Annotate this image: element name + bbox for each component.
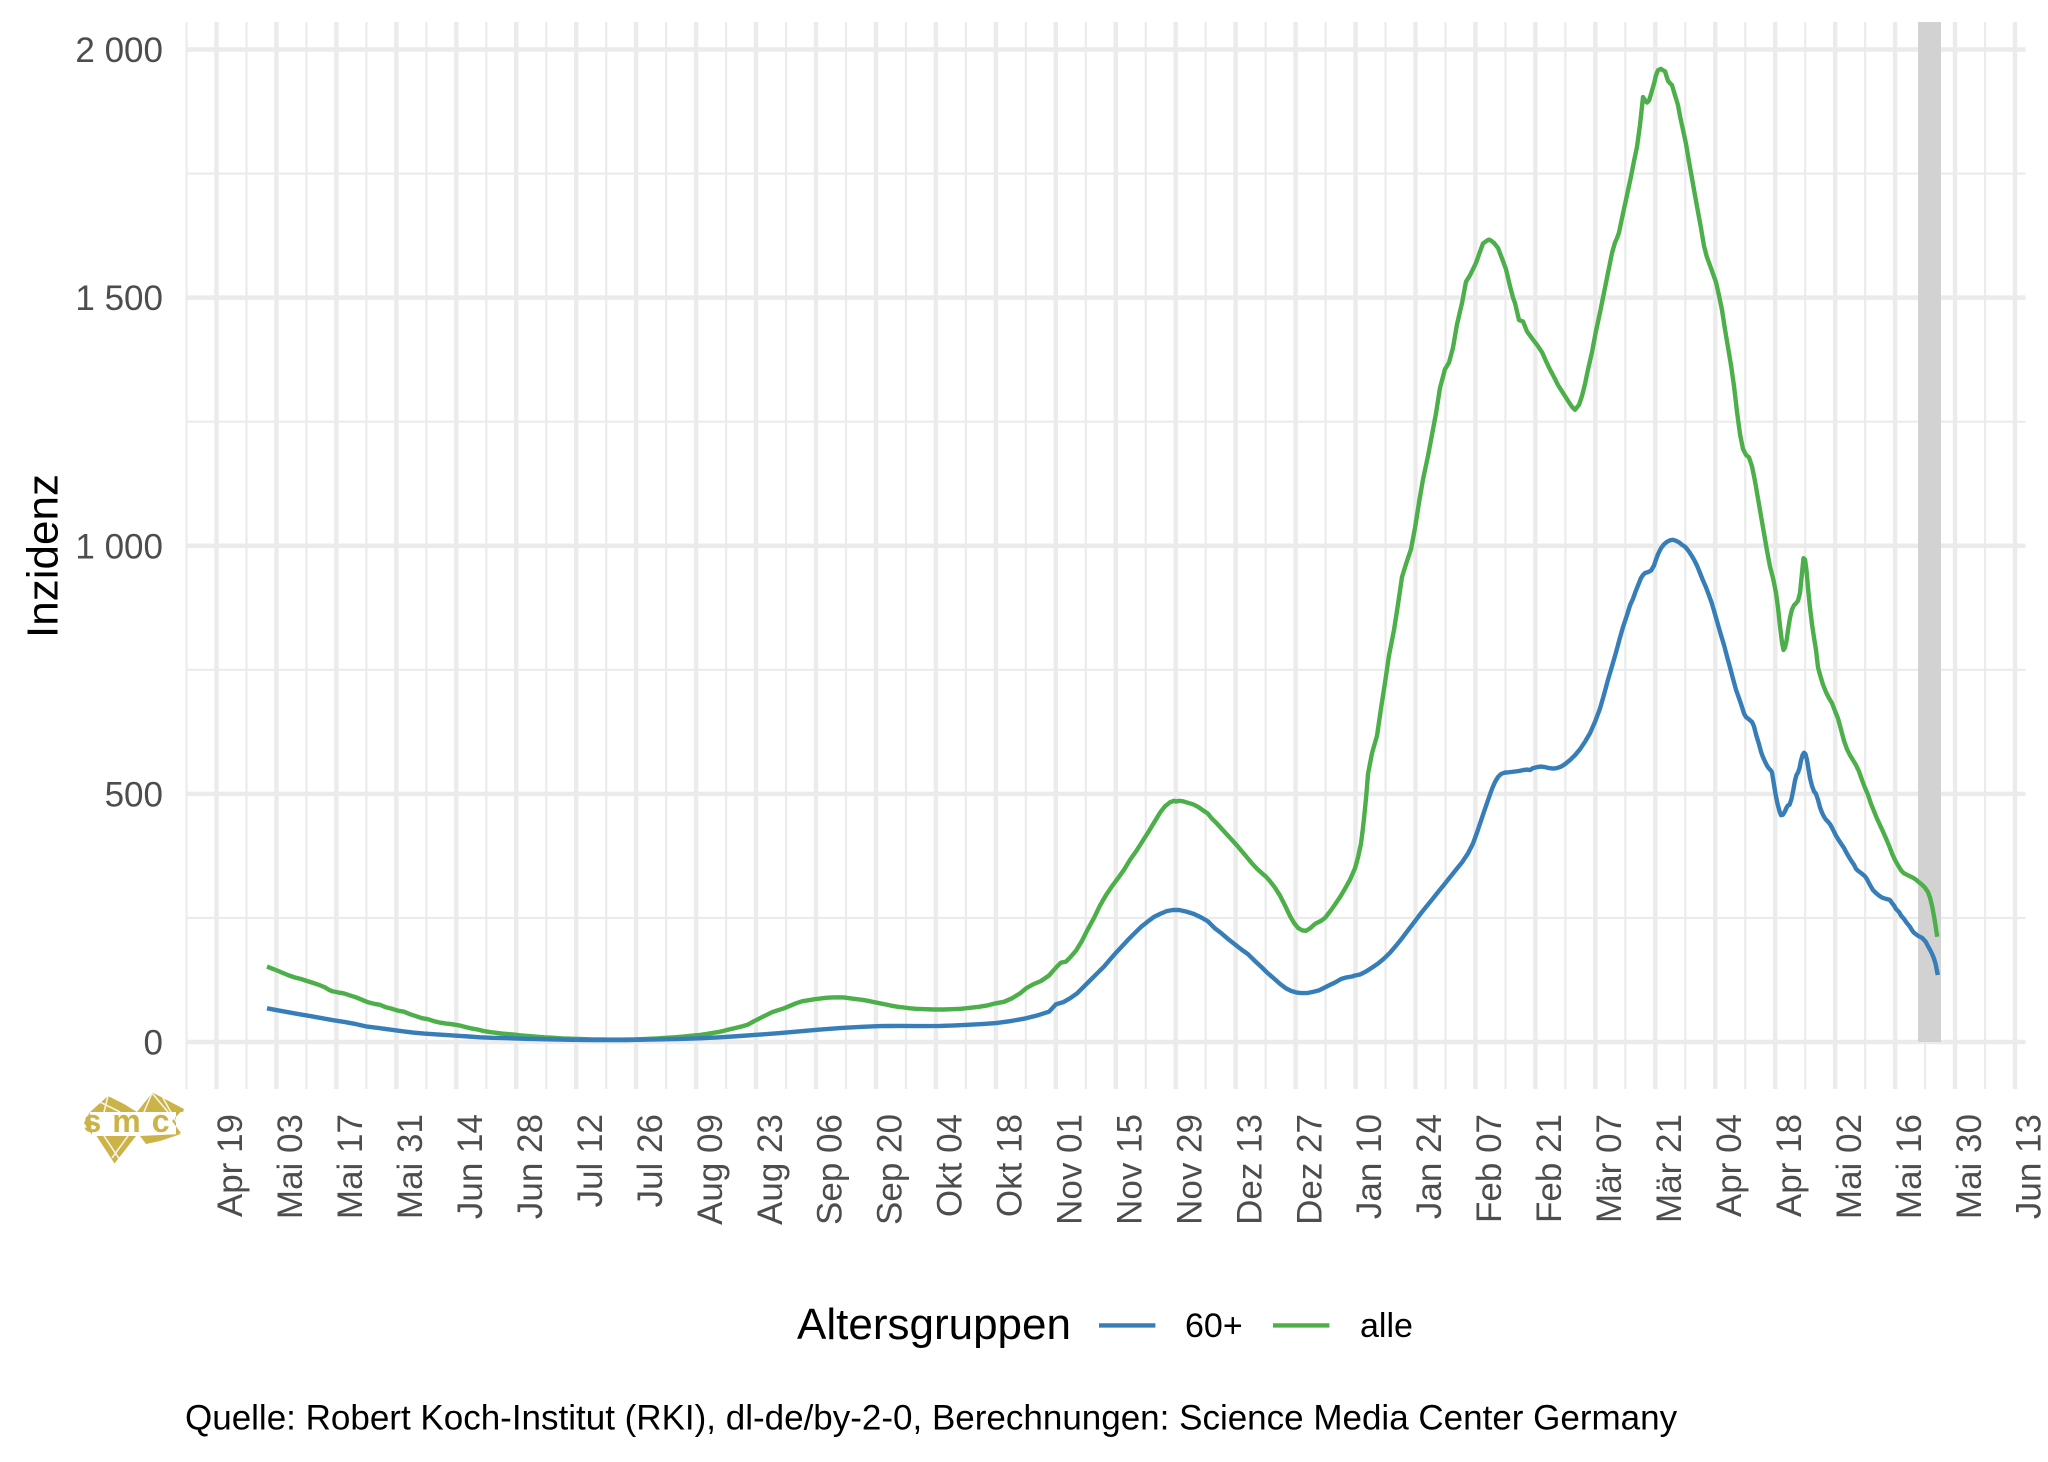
svg-text:Sep 20: Sep 20 — [871, 1114, 910, 1225]
svg-text:Jan 24: Jan 24 — [1410, 1114, 1449, 1219]
svg-text:Apr 04: Apr 04 — [1710, 1114, 1749, 1217]
svg-text:Mai 17: Mai 17 — [331, 1114, 370, 1219]
svg-text:2 000: 2 000 — [75, 31, 163, 70]
svg-text:Apr 19: Apr 19 — [211, 1114, 250, 1217]
svg-text:Mai 03: Mai 03 — [271, 1114, 310, 1219]
svg-text:Sep 06: Sep 06 — [811, 1114, 850, 1225]
svg-text:Mai 31: Mai 31 — [391, 1114, 430, 1219]
svg-text:Quelle: Robert Koch-Institut (: Quelle: Robert Koch-Institut (RKI), dl-d… — [185, 1399, 1678, 1438]
svg-text:60+: 60+ — [1185, 1307, 1243, 1345]
svg-text:Okt 18: Okt 18 — [991, 1114, 1030, 1217]
svg-text:Nov 01: Nov 01 — [1051, 1114, 1090, 1225]
svg-text:Jan 10: Jan 10 — [1350, 1114, 1389, 1219]
svg-text:Feb 21: Feb 21 — [1530, 1114, 1569, 1223]
svg-text:Altersgruppen: Altersgruppen — [797, 1300, 1071, 1349]
svg-text:Mai 16: Mai 16 — [1890, 1114, 1929, 1219]
svg-text:Jul 12: Jul 12 — [571, 1114, 610, 1207]
svg-text:Nov 15: Nov 15 — [1111, 1114, 1150, 1225]
svg-text:smc: smc — [83, 1103, 180, 1139]
svg-text:Jun 13: Jun 13 — [2010, 1114, 2048, 1219]
svg-text:Jul 26: Jul 26 — [631, 1114, 670, 1207]
svg-text:Inzidenz: Inzidenz — [19, 474, 68, 638]
svg-text:1 500: 1 500 — [75, 279, 163, 318]
svg-text:Dez 27: Dez 27 — [1290, 1114, 1329, 1225]
svg-text:Mai 30: Mai 30 — [1950, 1114, 1989, 1219]
svg-text:1 000: 1 000 — [75, 527, 163, 566]
svg-text:Mai 02: Mai 02 — [1830, 1114, 1869, 1219]
svg-text:0: 0 — [144, 1024, 163, 1063]
svg-text:alle: alle — [1360, 1307, 1413, 1345]
svg-text:Apr 18: Apr 18 — [1770, 1114, 1809, 1217]
svg-text:Mär 07: Mär 07 — [1590, 1114, 1629, 1223]
svg-text:Dez 13: Dez 13 — [1230, 1114, 1269, 1225]
svg-text:500: 500 — [105, 776, 163, 815]
svg-text:Jun 28: Jun 28 — [511, 1114, 550, 1219]
svg-text:Okt 04: Okt 04 — [931, 1114, 970, 1217]
svg-text:Jun 14: Jun 14 — [451, 1114, 490, 1219]
svg-text:Feb 07: Feb 07 — [1470, 1114, 1509, 1223]
svg-text:Aug 09: Aug 09 — [691, 1114, 730, 1225]
svg-text:Nov 29: Nov 29 — [1170, 1114, 1209, 1225]
svg-text:Aug 23: Aug 23 — [751, 1114, 790, 1225]
svg-text:Mär 21: Mär 21 — [1650, 1114, 1689, 1223]
